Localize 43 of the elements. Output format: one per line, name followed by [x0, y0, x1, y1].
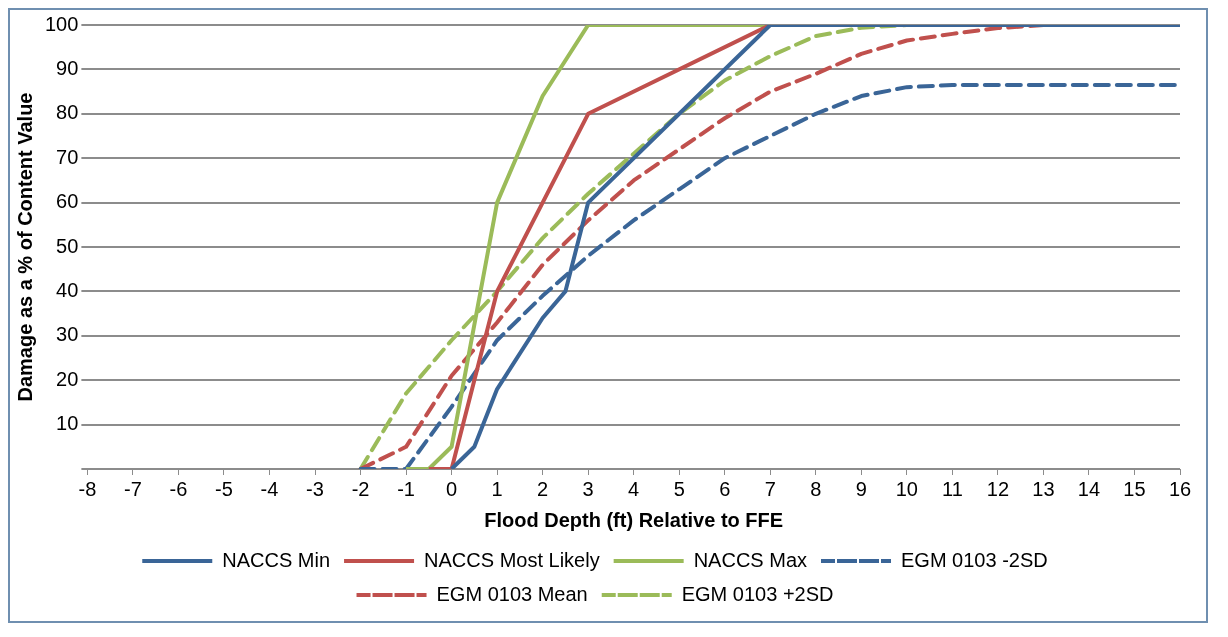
x-tick-label: -3 — [306, 477, 324, 500]
y-tick-label: 80 — [56, 101, 79, 124]
y-tick-label: 30 — [56, 323, 79, 346]
x-tick-label: 7 — [764, 477, 776, 500]
x-tick-label: -6 — [169, 477, 188, 500]
x-tick-label: 14 — [1077, 477, 1101, 500]
x-tick-label: 13 — [1032, 477, 1055, 500]
x-tick-label: 1 — [491, 477, 503, 500]
y-tick-label: 10 — [56, 412, 79, 435]
legend-label: EGM 0103 -2SD — [901, 548, 1048, 571]
legend-label: NACCS Most Likely — [424, 548, 600, 571]
x-tick-label: 2 — [537, 477, 549, 500]
x-tick-label: 15 — [1123, 477, 1146, 500]
x-tick-label: 10 — [895, 477, 918, 500]
legend-label: NACCS Max — [693, 548, 808, 571]
y-tick-label: 20 — [56, 367, 79, 390]
y-tick-label: 60 — [56, 190, 79, 213]
legend-label: NACCS Min — [222, 548, 331, 571]
x-tick-label: -5 — [215, 477, 233, 500]
legend-label: EGM 0103 +2SD — [681, 582, 834, 605]
y-tick-label: 100 — [44, 12, 79, 35]
x-tick-label: 0 — [446, 477, 458, 500]
x-axis-title: Flood Depth (ft) Relative to FFE — [484, 508, 784, 531]
x-tick-label: 6 — [719, 477, 731, 500]
x-tick-label: 3 — [582, 477, 594, 500]
y-tick-label: 40 — [56, 278, 79, 301]
legend-label: EGM 0103 Mean — [436, 582, 588, 605]
x-tick-label: 4 — [628, 477, 640, 500]
x-tick-label: 5 — [673, 477, 685, 500]
x-tick-label: -2 — [351, 477, 370, 500]
y-axis-title: Damage as a % of Content Value — [13, 92, 36, 402]
x-tick-label: 16 — [1168, 477, 1192, 500]
x-tick-label: -1 — [397, 477, 415, 500]
y-tick-label: 90 — [56, 56, 79, 79]
y-tick-label: 70 — [56, 145, 79, 168]
x-tick-label: -8 — [78, 477, 97, 500]
x-tick-label: 8 — [810, 477, 822, 500]
x-tick-label: -4 — [260, 477, 279, 500]
x-tick-label: 12 — [986, 477, 1010, 500]
x-tick-label: 9 — [855, 477, 867, 500]
x-tick-label: -7 — [124, 477, 142, 500]
y-tick-label: 50 — [56, 234, 79, 257]
x-tick-label: 11 — [941, 477, 963, 500]
